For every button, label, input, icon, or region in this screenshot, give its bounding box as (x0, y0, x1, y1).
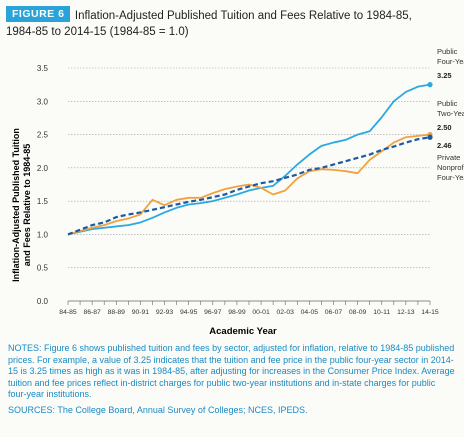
series-label: Private (437, 153, 460, 162)
figure-badge: FIGURE 6 (6, 6, 71, 22)
y-tick-label: 1.5 (37, 197, 49, 206)
series-line-public-four-year (67, 83, 431, 236)
x-tick-label: 12-13 (397, 309, 415, 316)
y-tick-label: 1.0 (37, 230, 49, 239)
chart-container: 0.0 0.5 1.0 1.5 2.0 2.5 3.0 3.5 84-85 86-87 88-89 9… (0, 40, 464, 340)
x-tick-label: 94-95 (180, 309, 198, 316)
y-axis-label-line1: Inflation-Adjusted Published Tuition (11, 128, 21, 282)
series-label: Four-Year (437, 57, 464, 66)
x-tick-label: 00-01 (252, 309, 270, 316)
x-tick-label: 14-15 (421, 309, 439, 316)
grid-layer (68, 67, 430, 269)
sources-text: SOURCES: The College Board, Annual Surve… (8, 404, 308, 415)
y-tick-label: 0.0 (37, 297, 49, 306)
x-tick-label: 88-89 (108, 309, 126, 316)
x-tick-label: 86-87 (83, 309, 101, 316)
x-tick-label: 10-11 (373, 309, 390, 316)
figure-title-line1: Inflation-Adjusted Published Tuition and… (74, 10, 412, 22)
notes-text: NOTES: Figure 6 shows published tuition … (8, 343, 455, 400)
y-tick-label: 2.0 (37, 164, 49, 173)
series-end-value: 3.25 (437, 71, 452, 80)
series-line-private-nonprofit (67, 136, 431, 236)
series-end-value: 2.50 (437, 123, 452, 132)
x-tick-label: 90-91 (132, 309, 150, 316)
y-tick-label: 3.5 (37, 64, 49, 73)
y-tick-label: 3.0 (37, 97, 49, 106)
series-label: Public (437, 99, 458, 108)
axis-layer: 0.0 0.5 1.0 1.5 2.0 2.5 3.0 3.5 84-85 86-87 88-89 9… (37, 64, 439, 316)
y-axis-label-line2: and Fees Relative to 1984-85 (22, 144, 32, 267)
figure-title-line2: 1984-85 to 2014-15 (1984-85 = 1.0) (6, 26, 189, 38)
series-label: Public (437, 47, 458, 56)
x-tick-label: 84-85 (59, 309, 77, 316)
figure-header: FIGURE 6 Inflation-Adjusted Published Tu… (6, 6, 458, 38)
x-axis-label: Academic Year (209, 326, 277, 337)
notes-section: NOTES: Figure 6 shows published tuition … (8, 343, 456, 417)
x-tick-label: 98-99 (228, 309, 246, 316)
y-tick-label: 2.5 (37, 131, 49, 140)
x-tick-label: 06-07 (325, 309, 343, 316)
series-layer (67, 82, 433, 236)
x-tick-label: 96-97 (204, 309, 222, 316)
x-tick-label: 08-09 (349, 309, 367, 316)
series-line-public-two-year (67, 133, 431, 236)
series-label: Two-Year (437, 109, 464, 118)
x-tick-label: 02-03 (277, 309, 295, 316)
series-endpoint (427, 134, 433, 140)
series-end-value: 2.46 (437, 141, 452, 150)
label-layer: PublicFour-Year3.25PublicTwo-Year2.502.4… (437, 47, 464, 182)
series-label: Four-Year (437, 173, 464, 182)
line-chart: 0.0 0.5 1.0 1.5 2.0 2.5 3.0 3.5 84-85 86-87 88-89 9… (11, 47, 464, 337)
x-tick-label: 92-93 (156, 309, 174, 316)
x-tick-label: 04-05 (301, 309, 319, 316)
series-endpoint (427, 82, 433, 88)
y-tick-label: 0.5 (37, 264, 49, 273)
series-label: Nonprofit (437, 163, 464, 172)
